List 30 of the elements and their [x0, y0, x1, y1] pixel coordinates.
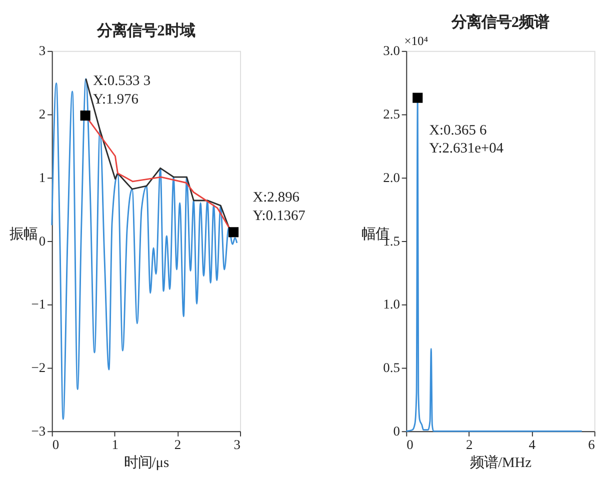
x-tick-label: 0	[52, 436, 60, 452]
y-axis-title: 振幅	[10, 226, 38, 243]
x-tick-label: 1	[112, 436, 118, 452]
x-axis-title: 时间/μs	[124, 455, 170, 472]
y-tick-label: −1	[31, 296, 46, 312]
y-tick-label: −3	[31, 423, 46, 438]
text: ×10⁴	[404, 34, 428, 48]
y-tick-label: −2	[31, 360, 46, 376]
y-tick-label: 2.5	[383, 106, 400, 122]
y-tick-label: 1	[38, 170, 46, 185]
x-tick-label: 4	[528, 436, 536, 452]
y-tick-label: 1.0	[383, 296, 400, 312]
chart-title: 分离信号2时域	[96, 22, 195, 40]
x-tick-label: 3	[234, 436, 241, 452]
x-axis-title: 频谱/MHz	[470, 455, 532, 472]
chart-title: 分离信号2频谱	[450, 12, 550, 31]
annotation: X:0.365 6 Y:2.631e+04	[429, 122, 504, 157]
y-tick-label: 2.0	[383, 170, 400, 185]
annotation: X:0.533 3 Y:1.976	[92, 73, 151, 108]
y-tick-label: 3	[38, 43, 46, 58]
y-tick-label: 2	[38, 106, 46, 122]
y-tick-label: 0.5	[383, 360, 400, 376]
y-tick-label: 0	[38, 233, 46, 248]
y-tick-label: 3.0	[383, 43, 400, 58]
y-tick-label: 0	[393, 423, 400, 438]
x-tick-label: 2	[174, 436, 182, 452]
x-tick-label: 6	[588, 436, 596, 452]
x-tick-label: 2	[466, 436, 473, 452]
x-tick-label: 0	[406, 436, 414, 452]
annotation: X:2.896 Y:0.1367	[252, 190, 306, 224]
